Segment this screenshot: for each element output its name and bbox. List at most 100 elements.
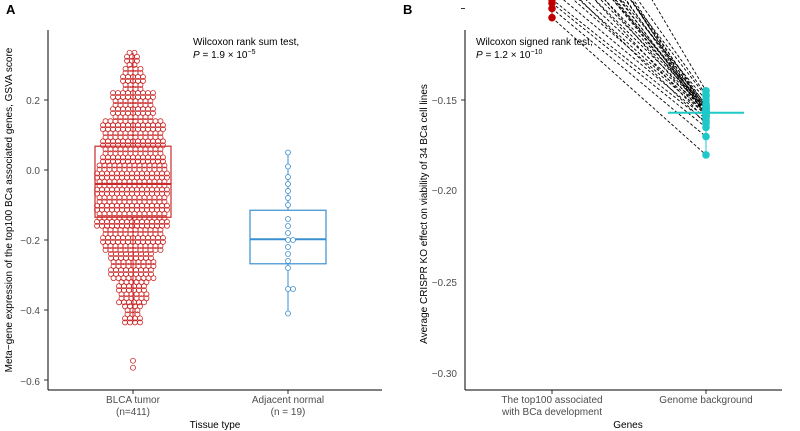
tumor-point: [143, 295, 150, 302]
paired-points: [548, 0, 710, 159]
panel-b-p-value: P = 1.2 × 10−10: [476, 49, 542, 61]
tumor-point: [148, 251, 154, 257]
panel-a-ytick-label-1: 0.0: [26, 166, 40, 177]
tumor-point: [164, 218, 170, 225]
normal-point-5: [285, 195, 291, 201]
tumor-point: [134, 53, 140, 60]
pair-line-26: [651, 0, 707, 92]
tumor-point: [147, 114, 154, 121]
genome-point-26: [702, 87, 710, 95]
pair-line-5: [573, 0, 707, 115]
genome-point-24: [702, 105, 710, 113]
tumor-point: [160, 142, 166, 149]
tumor-point: [164, 190, 170, 197]
panel-b-marks: [548, 0, 744, 394]
panel-b-ytick-label-2: −0.25: [432, 278, 458, 289]
tumor-point: [148, 271, 154, 278]
tumor-point: [137, 315, 143, 322]
genome-point-1: [702, 132, 710, 141]
normal-point-13: [285, 251, 291, 257]
pair-line-13: [612, 0, 707, 114]
tumor-point: [150, 275, 157, 282]
panel-a-p-exponent: −5: [248, 49, 256, 56]
tumor-point: [157, 243, 164, 249]
normal-point-4: [285, 188, 291, 194]
panel-letter-b: B: [403, 2, 412, 17]
tumor-point: [164, 174, 170, 181]
tumor-point: [148, 267, 154, 274]
normal-point-14: [285, 258, 291, 264]
tumor-point: [160, 154, 166, 161]
pair-line-4: [563, 0, 707, 119]
panel-a-x-axis-title: Tissue type: [190, 420, 241, 431]
tumor-outlier-0: [130, 357, 136, 364]
pair-line-20: [625, 0, 707, 114]
normal-point-6: [285, 202, 291, 208]
tumor-point: [160, 239, 166, 245]
tumor-point: [150, 94, 156, 100]
panel-a-ytick-label-0: 0.2: [26, 96, 40, 107]
tumor-point: [157, 130, 164, 137]
tumor-point: [137, 86, 144, 92]
tumor-point: [157, 230, 164, 237]
normal-point-15: [285, 265, 291, 271]
panel-b: B −0.15 −0.20 −0.25 −0.30 The top100 ass…: [403, 0, 782, 431]
genome-point-29: [702, 110, 710, 119]
tumor-point: [160, 126, 166, 133]
tumor-points: [94, 49, 170, 371]
pair-line-8: [594, 0, 707, 110]
tumor-point: [164, 222, 170, 229]
pair-line-11: [604, 0, 707, 117]
panel-b-p-symbol: P: [476, 50, 483, 61]
tumor-point: [157, 150, 164, 157]
tumor-point: [157, 226, 164, 233]
tumor-point: [150, 263, 157, 269]
tumor-point: [164, 206, 170, 213]
panel-a-xtick-sublabel-tumor: (n=411): [116, 407, 150, 418]
tumor-point: [161, 162, 168, 169]
normal-point-11: [290, 237, 296, 243]
panel-a-marks: [94, 49, 327, 394]
panel-a-ytick-label-2: −0.2: [20, 236, 40, 247]
tumor-point: [147, 102, 154, 108]
tumor-point: [164, 202, 170, 209]
pair-line-24: [633, 0, 707, 110]
panel-b-y-ticks: −0.15 −0.20 −0.25 −0.30: [432, 8, 465, 380]
pair-line-7: [585, 0, 707, 112]
normal-point-1: [285, 163, 291, 170]
tumor-point: [137, 82, 144, 88]
tumor-point: [157, 134, 164, 141]
genome-point-28: [702, 116, 710, 124]
tumor-point: [137, 303, 143, 310]
tumor-point: [157, 247, 164, 253]
tumor-point: [137, 65, 144, 72]
panel-b-x-axis-title: Genes: [613, 420, 642, 431]
tumor-point: [148, 255, 154, 261]
tumor-point: [150, 259, 157, 265]
pair-line-1: [551, 8, 707, 137]
panel-a-xtick-sublabel-normal: (n = 19): [271, 407, 306, 418]
panel-a-xtick-label-normal: Adjacent normal: [252, 395, 324, 406]
tumor-point: [147, 98, 154, 104]
tumor-point: [141, 283, 147, 290]
tumor-point: [137, 319, 143, 326]
panel-a-xtick-label-tumor: BLCA tumor: [106, 395, 161, 406]
tumor-outlier-1: [130, 364, 136, 371]
tumor-point: [116, 299, 122, 306]
tumor-point: [161, 166, 168, 173]
tumor-point: [150, 90, 156, 96]
pair-line-22: [630, 0, 707, 112]
panel-a-ytick-label-4: −0.6: [20, 377, 40, 388]
panel-a-y-axis-title: Meta−gene expression of the top100 BCa a…: [4, 47, 15, 372]
tumor-point: [161, 198, 168, 205]
panel-b-ytick-label-0: −0.15: [432, 96, 458, 107]
tumor-point: [150, 106, 156, 112]
top100-point-1: [548, 4, 556, 13]
panel-a-p-symbol: P: [193, 50, 200, 61]
top100-point-3: [548, 0, 556, 4]
tumor-point: [143, 291, 150, 298]
panel-b-xtick-label-top100-line1: The top100 associated: [501, 395, 602, 406]
pair-line-14: [615, 0, 707, 110]
panel-b-xtick-label-genome: Genome background: [659, 395, 752, 406]
